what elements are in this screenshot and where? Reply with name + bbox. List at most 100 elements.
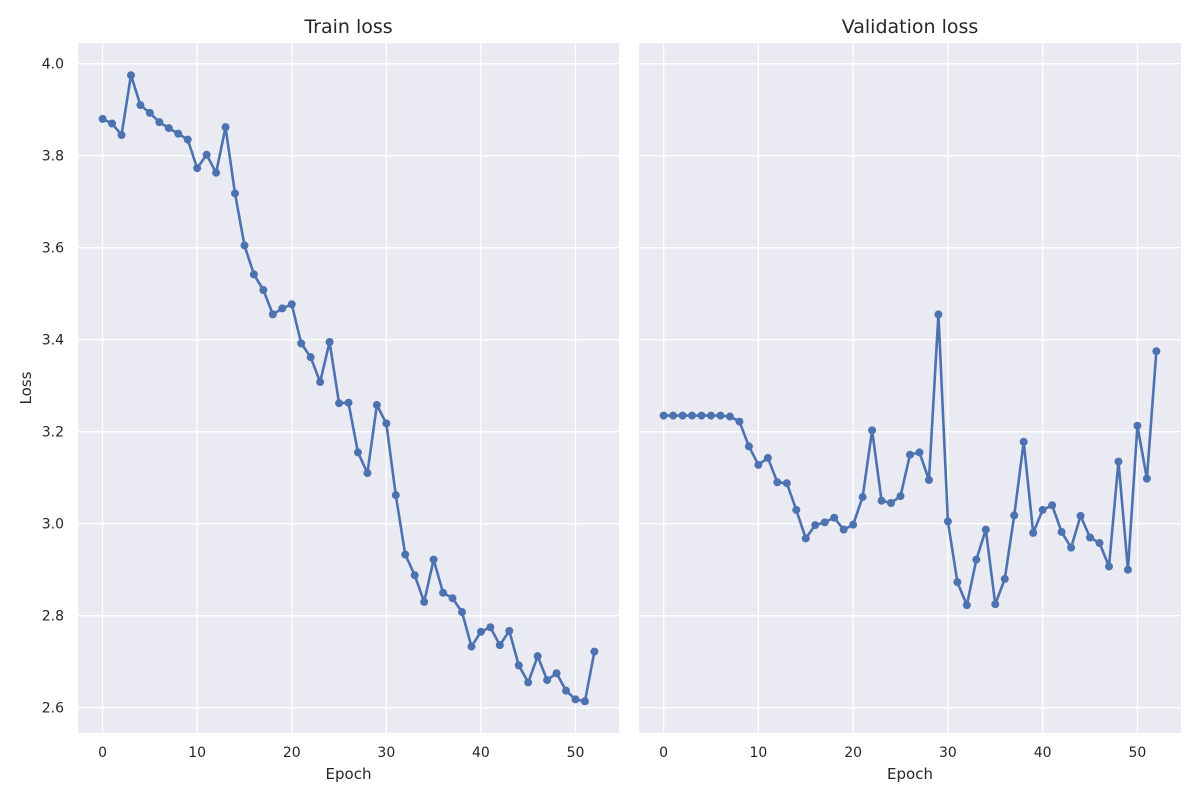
val-loss-point	[887, 499, 896, 507]
train-loss-point	[571, 695, 580, 704]
train-loss-point	[580, 697, 589, 706]
val-loss-point	[924, 476, 933, 484]
x-tick-label: 10	[188, 745, 206, 761]
train-loss-point	[108, 119, 117, 128]
val-loss-point	[763, 453, 772, 462]
val-loss-point	[1000, 574, 1009, 583]
val-loss-point	[1010, 511, 1019, 520]
val-loss-point	[1086, 533, 1095, 542]
train-loss-point	[98, 114, 107, 123]
train-loss-point	[543, 676, 552, 685]
val-loss-point	[1095, 539, 1104, 548]
train-loss-point	[429, 555, 438, 564]
train-loss-point	[164, 124, 173, 133]
val-loss-point	[896, 492, 905, 501]
plot-background	[78, 43, 619, 733]
val-loss-point	[801, 534, 810, 543]
train-loss-point	[325, 338, 334, 346]
val-loss-point	[981, 525, 990, 534]
val-loss-point	[688, 411, 697, 420]
train-loss-point	[202, 150, 211, 159]
train-loss-point	[193, 164, 202, 173]
val-loss-point	[725, 412, 734, 421]
validation-loss-panel: 0 10 20 30 40 50 Validation loss Epoch	[639, 16, 1181, 783]
train-loss-point	[448, 594, 457, 603]
val-loss-point	[735, 417, 744, 426]
train-chart-title: Train loss	[303, 16, 392, 38]
train-loss-panel: 2.6 2.8 3.0 3.2 3.4 3.6 3.8 4.0 0 10 20 30 40 50 Train…	[17, 16, 619, 783]
val-loss-point	[877, 496, 886, 505]
val-loss-point	[839, 525, 848, 534]
val-loss-point	[1142, 474, 1151, 483]
val-loss-point	[678, 411, 687, 420]
val-loss-point	[934, 310, 943, 319]
train-loss-point	[155, 118, 164, 127]
y-tick-label: 3.2	[42, 425, 64, 441]
y-tick-label: 2.6	[42, 701, 64, 717]
train-loss-point	[382, 419, 391, 428]
train-loss-point	[306, 353, 315, 362]
train-loss-point	[410, 571, 419, 580]
x-tick-label: 40	[1034, 745, 1052, 761]
val-loss-point	[754, 460, 763, 469]
x-tick-label: 20	[283, 745, 301, 761]
train-loss-point	[590, 647, 599, 656]
y-axis-label: Loss	[17, 371, 35, 404]
train-loss-point	[183, 135, 192, 144]
train-loss-point	[439, 588, 448, 597]
x-tick-label: 20	[844, 745, 862, 761]
val-loss-point	[782, 479, 791, 488]
val-loss-point	[1067, 543, 1076, 552]
train-loss-point	[240, 241, 249, 250]
train-loss-point	[145, 108, 154, 117]
train-loss-point	[316, 378, 325, 387]
val-loss-point	[915, 448, 924, 457]
val-loss-point	[773, 478, 782, 487]
train-loss-point	[533, 652, 542, 661]
train-loss-point	[552, 669, 561, 678]
val-loss-point	[1057, 527, 1066, 536]
train-loss-point	[136, 101, 145, 110]
y-tick-label: 4.0	[42, 57, 64, 73]
val-loss-point	[1048, 501, 1057, 510]
val-loss-point	[716, 411, 725, 420]
val-loss-point	[858, 493, 867, 502]
val-loss-point	[962, 601, 971, 610]
train-loss-point	[231, 189, 240, 198]
y-tick-label: 3.4	[42, 333, 64, 349]
val-loss-point	[1114, 457, 1123, 466]
train-loss-point	[524, 678, 533, 687]
val-loss-point	[1133, 421, 1142, 430]
train-loss-point	[562, 686, 571, 695]
val-loss-point	[830, 513, 839, 522]
val-loss-point	[991, 600, 1000, 609]
train-loss-point	[259, 286, 268, 295]
val-loss-point	[953, 578, 962, 587]
val-loss-point	[1019, 437, 1028, 446]
x-tick-label: 30	[939, 745, 957, 761]
train-loss-point	[117, 131, 126, 139]
val-loss-point	[868, 426, 877, 435]
train-loss-point	[372, 401, 381, 410]
val-loss-point	[659, 411, 668, 420]
train-loss-point	[486, 623, 495, 632]
train-loss-point	[297, 339, 306, 348]
train-loss-point	[467, 642, 476, 651]
x-tick-label: 50	[567, 745, 585, 761]
train-loss-point	[268, 310, 277, 319]
train-loss-point	[514, 661, 523, 670]
train-loss-point	[287, 300, 296, 309]
y-tick-label: 3.6	[42, 241, 64, 257]
y-tick-label: 3.0	[42, 517, 64, 533]
val-loss-point	[906, 450, 914, 459]
y-tick-label: 3.8	[42, 149, 64, 165]
train-loss-point	[278, 304, 287, 313]
val-loss-point	[1123, 565, 1132, 574]
val-loss-point	[697, 411, 706, 420]
train-loss-point	[495, 641, 504, 650]
train-loss-point	[457, 608, 466, 617]
train-loss-point	[476, 627, 485, 636]
train-loss-point	[212, 168, 221, 177]
val-loss-point	[1104, 562, 1113, 571]
